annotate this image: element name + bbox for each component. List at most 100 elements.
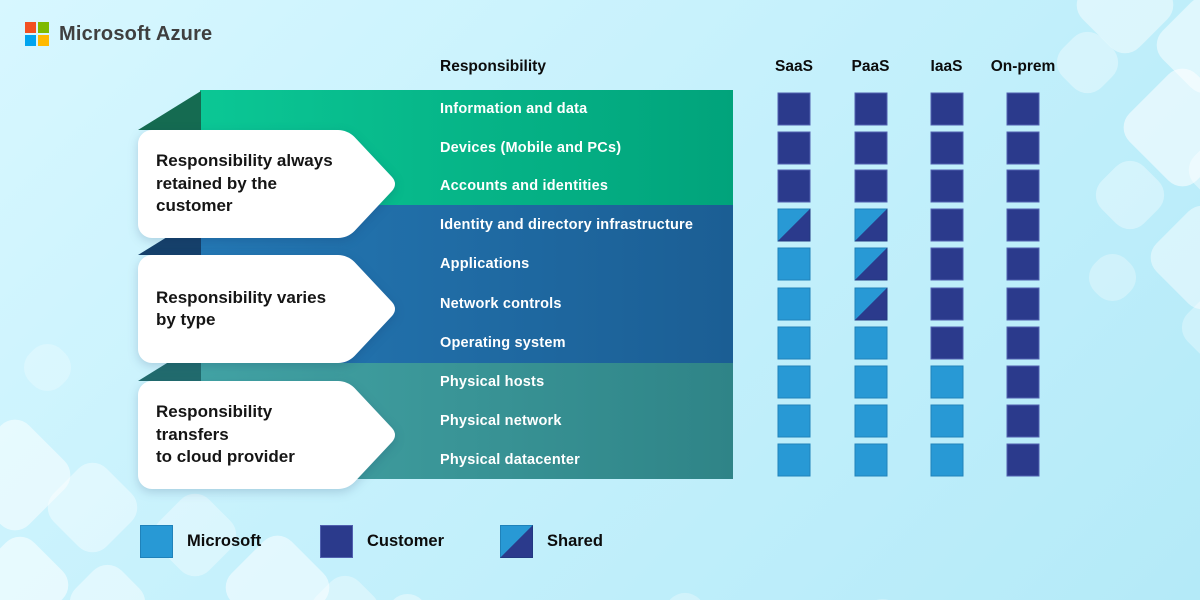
- matrix-cell-microsoft: [777, 326, 811, 360]
- matrix-cell-customer: [930, 169, 963, 203]
- matrix-cell-microsoft: [777, 365, 811, 399]
- legend: Microsoft Customer Shared: [0, 525, 1200, 561]
- legend-swatch-customer: [320, 525, 353, 558]
- matrix-cell-customer: [1006, 404, 1040, 438]
- diamond-decoration: [1068, 0, 1182, 62]
- diamond-decoration: [0, 411, 79, 539]
- row-label: Applications: [440, 256, 530, 273]
- matrix-cell-customer: [777, 131, 811, 164]
- matrix-cell-customer: [1006, 247, 1040, 281]
- legend-item-customer: Customer: [320, 525, 444, 558]
- row-label: Identity and directory infrastructure: [440, 216, 694, 233]
- diamond-decoration: [542, 592, 628, 600]
- row-label: Accounts and identities: [440, 177, 609, 194]
- diamond-decoration: [1080, 245, 1145, 310]
- arrow-shape: [138, 130, 395, 238]
- diamond-decoration: [1087, 152, 1173, 238]
- matrix-cell-microsoft: [930, 404, 963, 438]
- legend-label: Microsoft: [187, 532, 262, 550]
- matrix-cell-customer: [930, 208, 963, 242]
- legend-swatch-shared: [500, 525, 533, 558]
- matrix-cell-customer: [1006, 326, 1040, 360]
- logo-red-square: [25, 22, 36, 33]
- arrow-shape: [138, 255, 395, 363]
- row-label: Information and data: [440, 101, 588, 118]
- matrix-cell-microsoft: [777, 404, 811, 438]
- logo-yellow-square: [38, 35, 49, 46]
- matrix-cell-shared: [777, 208, 811, 242]
- matrix-cell-customer: [854, 92, 887, 126]
- matrix-cell-customer: [1006, 287, 1040, 321]
- group-label-line: Responsibility varies: [156, 287, 327, 307]
- responsibility-header: Responsibility: [440, 58, 546, 75]
- brand-name: Microsoft Azure: [59, 22, 213, 45]
- group-callout-arrow-2: [138, 381, 403, 489]
- matrix-cell-customer: [1006, 443, 1040, 477]
- diamond-decoration: [1173, 288, 1200, 367]
- matrix-cell-customer: [930, 131, 963, 164]
- group-label-line: by type: [156, 310, 216, 329]
- group-callout-arrow-0: [138, 130, 403, 238]
- matrix-cell-customer: [777, 169, 811, 203]
- matrix-cell-customer: [777, 92, 811, 126]
- diamond-decoration: [375, 585, 440, 600]
- legend-swatch-microsoft: [140, 525, 173, 558]
- column-header-iaas: IaaS: [930, 58, 963, 75]
- matrix-cell-customer: [854, 131, 887, 164]
- group-label-line: retained by the customer: [156, 173, 277, 216]
- row-label: Physical network: [440, 413, 562, 429]
- diamond-decoration: [758, 593, 837, 600]
- row-label: Network controls: [440, 295, 562, 312]
- diamond-decoration: [1115, 60, 1200, 195]
- group-label-2: Responsibility transfers to cloud provide…: [156, 381, 346, 489]
- matrix-cell-microsoft: [777, 443, 811, 477]
- matrix-cell-customer: [930, 247, 963, 281]
- matrix-cell-microsoft: [854, 326, 887, 360]
- legend-item-microsoft: Microsoft: [140, 525, 261, 558]
- diamond-decoration: [1142, 197, 1200, 318]
- matrix-cell-customer: [1006, 92, 1040, 126]
- matrix-cell-microsoft: [930, 443, 963, 477]
- matrix-cell-customer: [1006, 131, 1040, 164]
- group-label-line: Responsibility always: [156, 151, 333, 171]
- diamond-decoration: [61, 556, 154, 600]
- matrix-cell-shared: [854, 287, 887, 321]
- group-label-line: to cloud provider: [156, 447, 295, 467]
- legend-label: Customer: [367, 532, 445, 550]
- logo-blue-square: [25, 35, 36, 46]
- matrix-cell-customer: [930, 326, 963, 360]
- arrow-shape: [138, 381, 395, 489]
- matrix-cell-customer: [930, 287, 963, 321]
- matrix-cell-customer: [1006, 365, 1040, 399]
- matrix-cell-customer: [930, 92, 963, 126]
- diamond-decoration: [302, 567, 388, 600]
- group-label-1: Responsibility varies by type: [156, 255, 346, 363]
- logo-green-square: [38, 22, 49, 33]
- diamond-decoration: [1148, 0, 1200, 102]
- row-label: Devices (Mobile and PCs): [440, 139, 622, 156]
- group-label-line: Responsibility transfers: [156, 402, 273, 444]
- group-callout-arrow-1: [138, 255, 403, 363]
- diamond-decoration: [649, 584, 721, 600]
- matrix-cell-microsoft: [777, 287, 811, 321]
- matrix-cell-shared: [854, 247, 887, 281]
- column-header-on-prem: On-prem: [990, 58, 1056, 75]
- column-header-saas: SaaS: [775, 58, 813, 75]
- matrix-cell-microsoft: [854, 443, 887, 477]
- ribbon-fold-0: [138, 91, 201, 130]
- diamond-decoration: [850, 590, 915, 600]
- matrix-cell-microsoft: [930, 365, 963, 399]
- diamond-decoration: [1180, 120, 1200, 220]
- column-headers: Responsibility SaaS PaaS IaaS On-prem: [0, 58, 1200, 80]
- microsoft-logo-icon: [25, 22, 49, 46]
- brand-header: Microsoft Azure: [25, 22, 212, 46]
- matrix-cell-shared: [854, 208, 887, 242]
- matrix-cell-microsoft: [854, 404, 887, 438]
- matrix-cell-microsoft: [854, 365, 887, 399]
- row-label: Physical hosts: [440, 374, 545, 391]
- matrix-cell-customer: [1006, 208, 1040, 242]
- legend-item-shared: Shared: [500, 525, 603, 558]
- row-label: Physical datacenter: [440, 451, 581, 468]
- diamond-decoration: [15, 335, 80, 400]
